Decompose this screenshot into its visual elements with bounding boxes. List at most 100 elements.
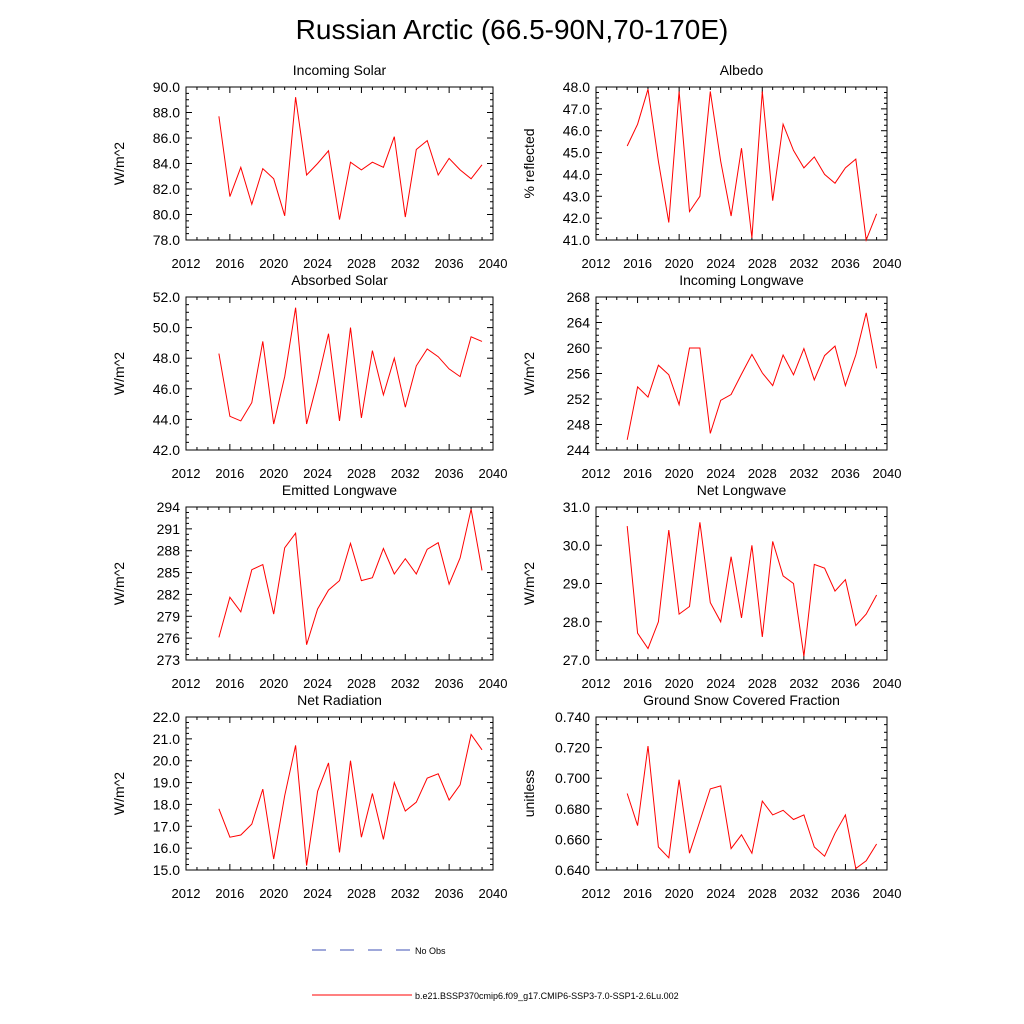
x-tick-label: 2036 xyxy=(435,676,464,691)
y-tick-label: 48.0 xyxy=(563,79,590,95)
x-tick-label: 2024 xyxy=(303,256,332,271)
y-tick-label: 285 xyxy=(157,565,181,581)
y-tick-label: 47.0 xyxy=(563,101,590,117)
y-tick-label: 260 xyxy=(567,340,591,356)
x-tick-label: 2024 xyxy=(303,676,332,691)
x-tick-label: 2032 xyxy=(789,256,818,271)
x-tick-label: 2016 xyxy=(623,256,652,271)
x-tick-label: 2016 xyxy=(623,676,652,691)
y-tick-label: 0.660 xyxy=(555,831,590,847)
x-tick-label: 2016 xyxy=(215,886,244,901)
y-tick-label: 29.0 xyxy=(563,576,590,592)
y-tick-label: 18.0 xyxy=(153,796,180,812)
y-tick-label: 21.0 xyxy=(153,731,180,747)
plot-frame xyxy=(595,86,888,241)
y-tick-label: 291 xyxy=(157,521,181,537)
y-tick-label: 264 xyxy=(567,315,591,331)
x-tick-label: 2032 xyxy=(789,466,818,481)
x-tick-label: 2036 xyxy=(831,676,860,691)
x-tick-label: 2020 xyxy=(665,256,694,271)
y-tick-label: 22.0 xyxy=(153,709,180,725)
x-tick-label: 2032 xyxy=(391,466,420,481)
series-line-1 xyxy=(218,509,483,645)
x-tick-label: 2032 xyxy=(391,256,420,271)
plot-frame xyxy=(185,716,494,871)
y-tick-label: 0.720 xyxy=(555,740,590,756)
y-tick-label: 45.0 xyxy=(563,145,590,161)
series-line-1 xyxy=(626,746,878,870)
y-tick-label: 273 xyxy=(157,652,181,668)
y-tick-label: 0.700 xyxy=(555,770,590,786)
chart-panel-7: Net Radiation W/m^2 2012 2016 2020 2024 2028 20… xyxy=(111,692,507,901)
x-tick-label: 2040 xyxy=(873,466,902,481)
x-tick-label: 2016 xyxy=(215,466,244,481)
x-tick-label: 2024 xyxy=(706,676,735,691)
x-tick-label: 2024 xyxy=(303,886,332,901)
series-line-1 xyxy=(218,307,483,425)
x-tick-label: 2012 xyxy=(172,256,201,271)
y-tick-label: 0.640 xyxy=(555,862,590,878)
y-tick-label: 50.0 xyxy=(153,320,180,336)
y-axis-label: W/m^2 xyxy=(111,772,127,815)
x-tick-label: 2024 xyxy=(706,466,735,481)
x-tick-label: 2012 xyxy=(172,886,201,901)
panel-title: Albedo xyxy=(720,62,764,78)
x-tick-label: 2020 xyxy=(665,466,694,481)
y-tick-label: 279 xyxy=(157,608,181,624)
y-tick-label: 41.0 xyxy=(563,232,590,248)
y-tick-label: 78.0 xyxy=(153,232,180,248)
panel-title: Ground Snow Covered Fraction xyxy=(643,692,840,708)
x-tick-label: 2020 xyxy=(259,676,288,691)
chart-panel-4: Incoming Longwave W/m^2 2012 2016 2020 2024 20… xyxy=(521,272,901,481)
y-tick-label: 88.0 xyxy=(153,105,180,121)
y-axis-label: W/m^2 xyxy=(521,562,537,605)
x-tick-label: 2028 xyxy=(347,886,376,901)
y-tick-label: 52.0 xyxy=(153,289,180,305)
x-tick-label: 2024 xyxy=(706,256,735,271)
y-tick-label: 28.0 xyxy=(563,614,590,630)
x-tick-label: 2040 xyxy=(873,886,902,901)
y-tick-label: 80.0 xyxy=(153,207,180,223)
y-tick-label: 44.0 xyxy=(563,166,590,182)
chart-panel-2: Albedo % reflected 2012 2016 2020 2024 2028 203… xyxy=(521,62,901,271)
x-tick-label: 2028 xyxy=(748,466,777,481)
y-tick-label: 256 xyxy=(567,366,591,382)
series-line-1 xyxy=(626,89,878,242)
x-tick-label: 2036 xyxy=(435,256,464,271)
x-tick-label: 2028 xyxy=(347,256,376,271)
y-tick-label: 27.0 xyxy=(563,652,590,668)
y-tick-label: 268 xyxy=(567,289,591,305)
panel-title: Emitted Longwave xyxy=(282,482,397,498)
x-tick-label: 2020 xyxy=(259,886,288,901)
x-tick-label: 2032 xyxy=(391,676,420,691)
y-tick-label: 248 xyxy=(567,417,591,433)
x-tick-label: 2024 xyxy=(706,886,735,901)
panel-title: Incoming Solar xyxy=(293,62,387,78)
x-tick-label: 2028 xyxy=(748,886,777,901)
y-tick-label: 244 xyxy=(567,442,591,458)
plot-frame xyxy=(185,296,494,451)
x-tick-label: 2040 xyxy=(873,676,902,691)
x-tick-label: 2020 xyxy=(259,466,288,481)
y-tick-label: 44.0 xyxy=(153,411,180,427)
x-tick-label: 2028 xyxy=(748,256,777,271)
x-tick-label: 2012 xyxy=(172,466,201,481)
y-tick-label: 46.0 xyxy=(563,123,590,139)
y-axis-label: W/m^2 xyxy=(111,142,127,185)
y-tick-label: 86.0 xyxy=(153,130,180,146)
x-tick-label: 2028 xyxy=(748,676,777,691)
x-tick-label: 2012 xyxy=(582,466,611,481)
legend: No Obs b.e21.BSSP370cmip6.f09_g17.CMIP6-S… xyxy=(312,946,679,1001)
x-tick-label: 2012 xyxy=(582,886,611,901)
x-tick-label: 2032 xyxy=(391,886,420,901)
x-tick-label: 2040 xyxy=(479,256,508,271)
x-tick-label: 2016 xyxy=(215,676,244,691)
chart-panel-5: Emitted Longwave W/m^2 2012 2016 2020 2024 202… xyxy=(111,482,507,691)
y-tick-label: 30.0 xyxy=(563,537,590,553)
y-axis-label: W/m^2 xyxy=(521,352,537,395)
chart-panel-6: Net Longwave W/m^2 2012 2016 2020 2024 2028 203… xyxy=(521,482,901,691)
plot-frame xyxy=(185,506,494,661)
y-tick-label: 42.0 xyxy=(153,442,180,458)
plot-frame xyxy=(595,716,888,871)
